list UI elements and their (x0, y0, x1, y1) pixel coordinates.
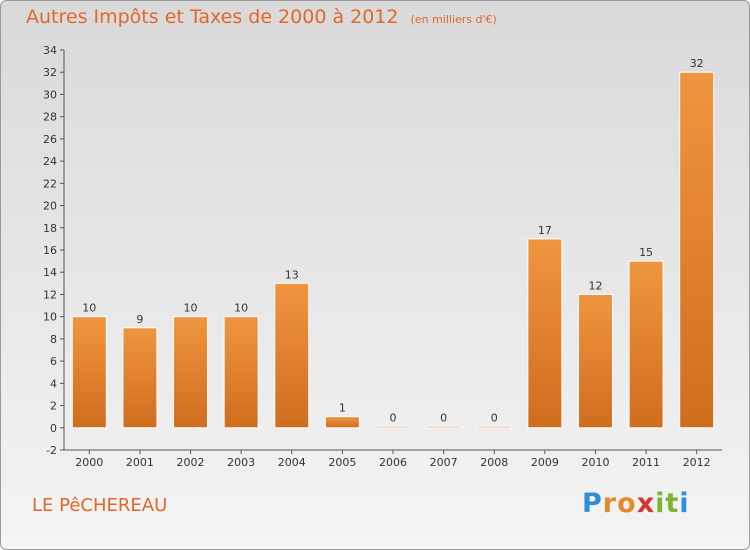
y-tick-label: -2 (46, 444, 57, 457)
bar (628, 260, 664, 429)
bar (173, 316, 209, 429)
chart-title-text: Autres Impôts et Taxes de 2000 à 2012 (26, 6, 399, 28)
x-tick-label: 2010 (581, 456, 609, 469)
y-tick-label: 20 (43, 200, 57, 213)
bar (476, 425, 512, 429)
x-tick-label: 2007 (430, 456, 458, 469)
x-tick-label: 2002 (177, 456, 205, 469)
y-tick-label: 28 (43, 111, 57, 124)
bar (527, 238, 563, 429)
bar-value-label: 12 (588, 279, 602, 292)
y-tick-label: 32 (43, 66, 57, 79)
bar-value-label: 13 (285, 268, 299, 281)
x-tick-label: 2004 (278, 456, 306, 469)
commune-name: LE PêCHEREAU (32, 495, 168, 516)
logo-letter: t (665, 488, 680, 519)
bar-value-label: 15 (639, 246, 653, 259)
bar-value-label: 10 (234, 302, 248, 315)
bar (122, 327, 158, 429)
bar-value-label: 9 (136, 313, 143, 326)
x-tick-label: 2003 (227, 456, 255, 469)
bar (223, 316, 259, 429)
y-tick-label: 18 (43, 222, 57, 235)
x-tick-label: 2000 (75, 456, 103, 469)
proxiti-logo: Proxiti (582, 488, 690, 519)
logo-letter: r (602, 488, 618, 519)
bar-value-label: 10 (82, 302, 96, 315)
bar (577, 293, 613, 429)
x-tick-label: 2006 (379, 456, 407, 469)
y-tick-label: 12 (43, 288, 57, 301)
bar-value-label: 1 (339, 402, 346, 415)
x-tick-label: 2005 (328, 456, 356, 469)
bar-value-label: 0 (390, 411, 397, 424)
y-tick-label: 16 (43, 244, 57, 257)
y-tick-label: 22 (43, 177, 57, 190)
logo-letter: x (636, 488, 656, 519)
y-tick-label: 34 (43, 44, 57, 57)
y-tick-label: 14 (43, 266, 57, 279)
chart-subtitle: (en milliers d'€) (410, 13, 497, 26)
y-tick-label: 30 (43, 88, 57, 101)
bar-value-label: 0 (440, 411, 447, 424)
bar (375, 425, 411, 429)
x-tick-label: 2008 (480, 456, 508, 469)
x-tick-label: 2011 (632, 456, 660, 469)
y-tick-label: 6 (50, 355, 57, 368)
y-tick-label: 26 (43, 133, 57, 146)
logo-letter: o (617, 488, 637, 519)
logo-letter: i (655, 488, 666, 519)
bar (679, 71, 715, 429)
bar (274, 282, 310, 429)
bar (426, 425, 462, 429)
y-tick-label: 24 (43, 155, 57, 168)
bar-value-label: 17 (538, 224, 552, 237)
chart-bars (71, 71, 715, 429)
y-tick-label: 8 (50, 333, 57, 346)
bar-value-label: 0 (491, 411, 498, 424)
y-tick-label: 0 (50, 422, 57, 435)
x-tick-label: 2012 (683, 456, 711, 469)
y-tick-label: 4 (50, 377, 57, 390)
x-tick-label: 2001 (126, 456, 154, 469)
y-tick-label: 2 (50, 400, 57, 413)
y-tick-label: 10 (43, 311, 57, 324)
bar-value-label: 32 (690, 57, 704, 70)
bar-value-label: 10 (184, 302, 198, 315)
chart-title: Autres Impôts et Taxes de 2000 à 2012 (e… (26, 6, 497, 28)
x-tick-label: 2009 (531, 456, 559, 469)
logo-letter: i (679, 488, 690, 519)
logo-letter: P (582, 488, 603, 519)
bar (71, 316, 107, 429)
bar (324, 416, 360, 429)
